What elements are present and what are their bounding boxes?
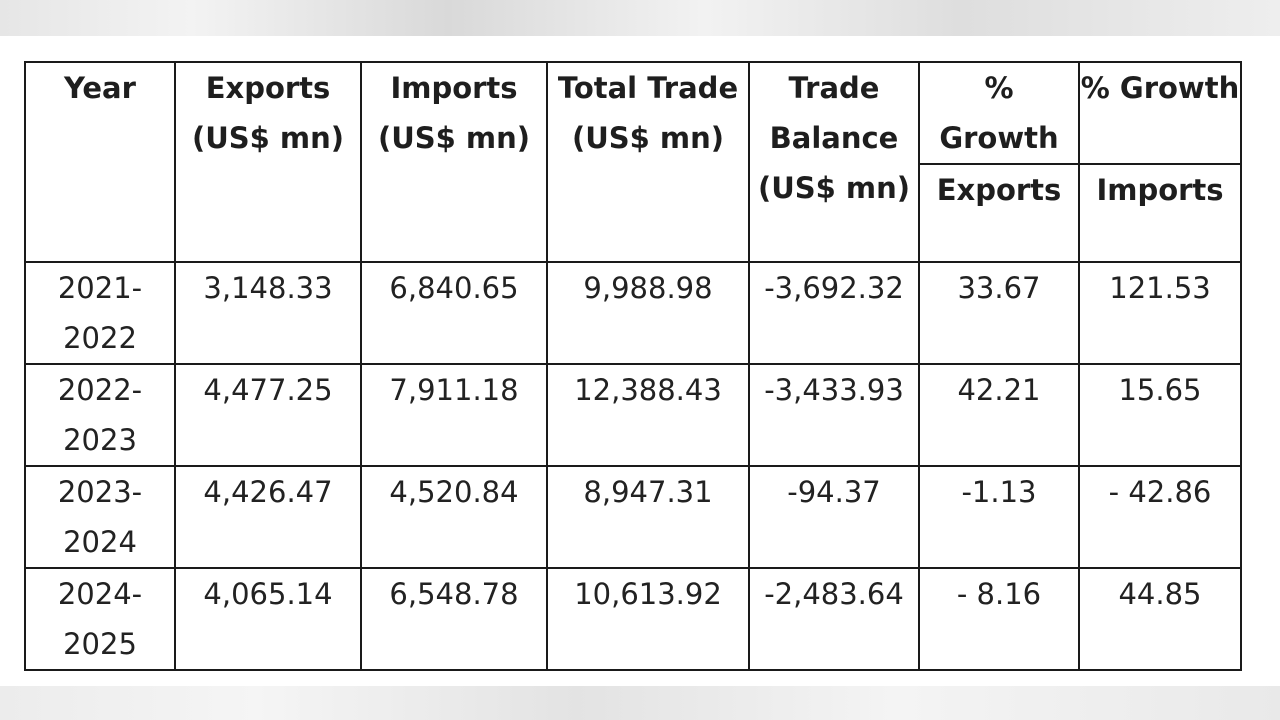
- trade-table: Year Exports (US$ mn) Imports (US$ mn) T…: [24, 61, 1242, 671]
- header-trade-balance: Trade Balance (US$ mn): [748, 61, 920, 263]
- header-imports: Imports (US$ mn): [360, 61, 548, 263]
- cell-imports: 6,548.78: [360, 567, 548, 671]
- cell-imports: 6,840.65: [360, 261, 548, 365]
- document-page: Year Exports (US$ mn) Imports (US$ mn) T…: [0, 36, 1280, 686]
- cell-growth-imports: 15.65: [1078, 363, 1242, 467]
- cell-exports: 4,477.25: [174, 363, 362, 467]
- cell-growth-exports: - 8.16: [918, 567, 1080, 671]
- cell-total-trade: 10,613.92: [546, 567, 750, 671]
- cell-exports: 3,148.33: [174, 261, 362, 365]
- table-row: 2022-2023 4,477.25 7,911.18 12,388.43 -3…: [24, 363, 1242, 467]
- cell-total-trade: 8,947.31: [546, 465, 750, 569]
- cell-exports: 4,426.47: [174, 465, 362, 569]
- header-growth-imports-top: % Growth: [1078, 61, 1242, 165]
- cell-trade-balance: -3,433.93: [748, 363, 920, 467]
- header-growth-exports-bottom: Exports: [918, 163, 1080, 263]
- table-subheader-row: Exports Imports: [25, 163, 1242, 263]
- cell-trade-balance: -3,692.32: [748, 261, 920, 365]
- top-background-band: [0, 0, 1280, 36]
- header-total-trade: Total Trade (US$ mn): [546, 61, 750, 263]
- cell-trade-balance: -2,483.64: [748, 567, 920, 671]
- table-row: 2024-2025 4,065.14 6,548.78 10,613.92 -2…: [24, 567, 1242, 671]
- cell-growth-exports: 33.67: [918, 261, 1080, 365]
- cell-year: 2023-2024: [24, 465, 176, 569]
- cell-total-trade: 12,388.43: [546, 363, 750, 467]
- cell-exports: 4,065.14: [174, 567, 362, 671]
- cell-total-trade: 9,988.98: [546, 261, 750, 365]
- cell-year: 2022-2023: [24, 363, 176, 467]
- cell-year: 2024-2025: [24, 567, 176, 671]
- cell-year: 2021-2022: [24, 261, 176, 365]
- header-growth-imports-bottom: Imports: [1078, 163, 1242, 263]
- cell-growth-imports: 121.53: [1078, 261, 1242, 365]
- table-header-row: Year Exports (US$ mn) Imports (US$ mn) T…: [24, 61, 1242, 263]
- header-exports: Exports (US$ mn): [174, 61, 362, 263]
- cell-trade-balance: -94.37: [748, 465, 920, 569]
- header-year: Year: [24, 61, 176, 263]
- cell-growth-imports: - 42.86: [1078, 465, 1242, 569]
- cell-growth-exports: -1.13: [918, 465, 1080, 569]
- table-row: 2023-2024 4,426.47 4,520.84 8,947.31 -94…: [24, 465, 1242, 569]
- cell-growth-imports: 44.85: [1078, 567, 1242, 671]
- header-growth-exports-top: % Growth: [918, 61, 1080, 165]
- cell-imports: 4,520.84: [360, 465, 548, 569]
- cell-imports: 7,911.18: [360, 363, 548, 467]
- cell-growth-exports: 42.21: [918, 363, 1080, 467]
- bottom-background-band: [0, 686, 1280, 720]
- table-row: 2021-2022 3,148.33 6,840.65 9,988.98 -3,…: [24, 261, 1242, 365]
